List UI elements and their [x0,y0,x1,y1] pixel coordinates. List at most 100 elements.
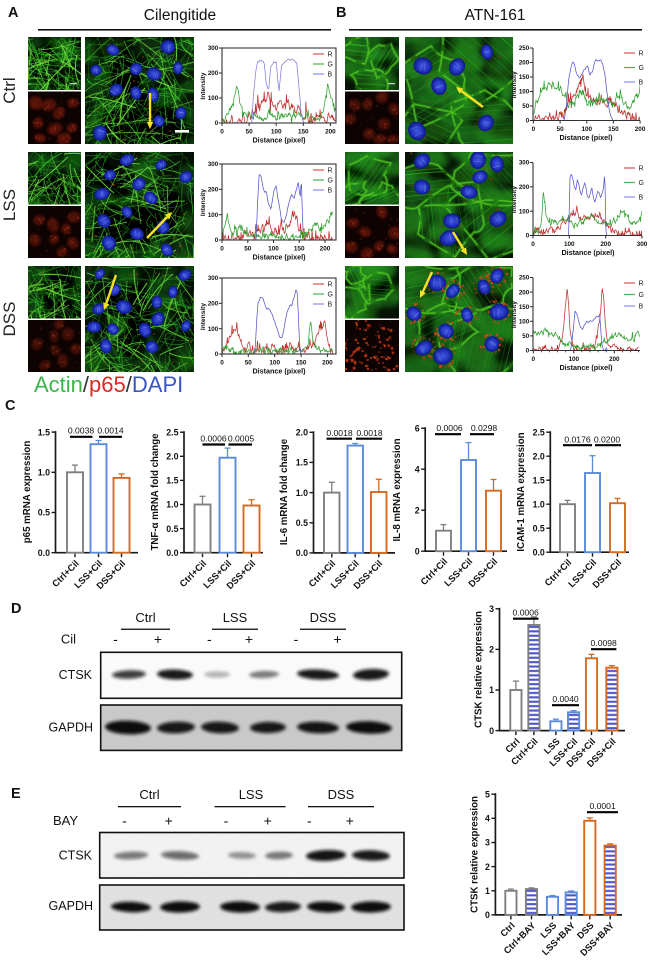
svg-text:Actin/p65/DAPI: Actin/p65/DAPI [34,372,183,397]
svg-text:0: 0 [526,233,530,240]
svg-text:CTSK relative expression: CTSK relative expression [470,796,481,913]
svg-text:Distance (pixel): Distance (pixel) [559,133,613,142]
svg-text:0.0001: 0.0001 [589,801,616,811]
svg-text:150: 150 [296,360,307,367]
svg-text:B: B [639,303,644,310]
svg-text:+: + [333,631,341,647]
svg-text:+: + [165,813,173,829]
svg-text:200: 200 [208,301,219,308]
svg-text:0: 0 [220,246,224,253]
svg-text:0.0176: 0.0176 [564,434,591,444]
svg-text:R: R [328,51,333,58]
svg-text:0.0038: 0.0038 [68,426,95,436]
svg-text:B: B [328,301,333,308]
svg-text:Cilengitide: Cilengitide [144,7,216,24]
svg-text:2.5: 2.5 [166,427,178,437]
svg-text:LSS: LSS [239,787,264,802]
svg-text:100: 100 [208,326,219,333]
svg-text:0: 0 [489,726,494,736]
svg-text:50: 50 [522,333,529,340]
svg-text:B: B [639,194,644,201]
svg-text:1.5: 1.5 [533,475,545,485]
svg-text:300: 300 [637,241,648,248]
svg-text:100: 100 [519,89,530,96]
svg-text:GAPDH: GAPDH [49,721,93,735]
svg-text:200: 200 [635,126,646,133]
svg-text:0: 0 [215,351,219,358]
svg-text:150: 150 [519,304,530,311]
svg-text:4: 4 [485,814,490,824]
svg-text:+: + [245,631,253,647]
svg-text:DSS: DSS [310,610,337,625]
svg-text:DSS: DSS [0,302,19,337]
svg-text:CTSK relative expression: CTSK relative expression [474,611,485,728]
svg-text:300: 300 [519,160,530,167]
svg-text:Intensity: Intensity [511,301,518,328]
svg-text:G: G [639,292,644,299]
svg-text:0.0005: 0.0005 [228,434,255,444]
svg-text:0.0006: 0.0006 [513,608,540,618]
svg-text:G: G [639,180,644,187]
svg-text:p65 mRNA expression: p65 mRNA expression [22,441,33,544]
svg-text:0: 0 [532,126,536,133]
svg-text:100: 100 [581,126,592,133]
svg-text:300: 300 [208,275,219,282]
svg-text:0: 0 [220,360,224,367]
svg-text:50: 50 [245,360,253,367]
svg-text:1.0: 1.0 [38,468,50,478]
svg-text:B: B [336,5,346,21]
svg-text:Intensity: Intensity [511,71,518,98]
svg-text:200: 200 [322,360,333,367]
svg-text:-: - [113,631,118,647]
svg-text:0: 0 [215,120,219,127]
svg-text:Distance (pixel): Distance (pixel) [252,253,306,262]
svg-text:Distance (pixel): Distance (pixel) [252,136,306,145]
svg-text:200: 200 [325,129,336,136]
svg-text:Distance (pixel): Distance (pixel) [559,363,613,372]
svg-text:Intensity: Intensity [200,303,207,330]
svg-text:0.0: 0.0 [296,548,308,558]
svg-text:100: 100 [568,356,579,363]
svg-text:100: 100 [564,241,575,248]
svg-text:G: G [328,177,333,184]
svg-text:C: C [5,398,16,414]
svg-text:200: 200 [600,241,611,248]
svg-text:Ctrl: Ctrl [135,610,155,625]
svg-text:150: 150 [294,246,305,253]
svg-text:+: + [264,813,272,829]
svg-text:300: 300 [208,45,219,52]
svg-text:Intensity: Intensity [200,72,207,99]
svg-text:G: G [639,65,644,72]
svg-text:50: 50 [522,103,529,110]
svg-text:+: + [346,813,354,829]
svg-text:0: 0 [531,241,535,248]
svg-text:R: R [328,281,333,288]
svg-text:0.0014: 0.0014 [97,426,124,436]
svg-text:0.0: 0.0 [38,548,50,558]
svg-text:6: 6 [415,423,420,433]
svg-text:1.0: 1.0 [166,500,178,510]
svg-text:CTSK: CTSK [59,849,93,863]
svg-text:300: 300 [208,161,219,168]
svg-text:Intensity: Intensity [511,186,518,213]
svg-text:IL-6 mRNA fold change: IL-6 mRNA fold change [279,438,290,545]
svg-text:LSS: LSS [0,189,19,221]
svg-text:CTSK: CTSK [59,668,93,682]
svg-text:2: 2 [485,862,490,872]
svg-text:3: 3 [485,838,490,848]
svg-text:-: - [122,813,127,829]
svg-text:Cil: Cil [61,632,76,647]
svg-text:100: 100 [271,129,282,136]
svg-text:E: E [11,786,21,802]
svg-text:0.5: 0.5 [296,518,308,528]
svg-text:50: 50 [244,246,252,253]
svg-text:B: B [328,187,333,194]
svg-text:1.5: 1.5 [38,427,50,437]
svg-text:2.5: 2.5 [533,427,545,437]
svg-text:0.5: 0.5 [38,508,50,518]
svg-text:2.0: 2.0 [166,452,178,462]
svg-text:150: 150 [298,129,309,136]
svg-text:250: 250 [519,275,530,282]
svg-text:1: 1 [485,886,490,896]
svg-text:0.0298: 0.0298 [471,423,498,433]
